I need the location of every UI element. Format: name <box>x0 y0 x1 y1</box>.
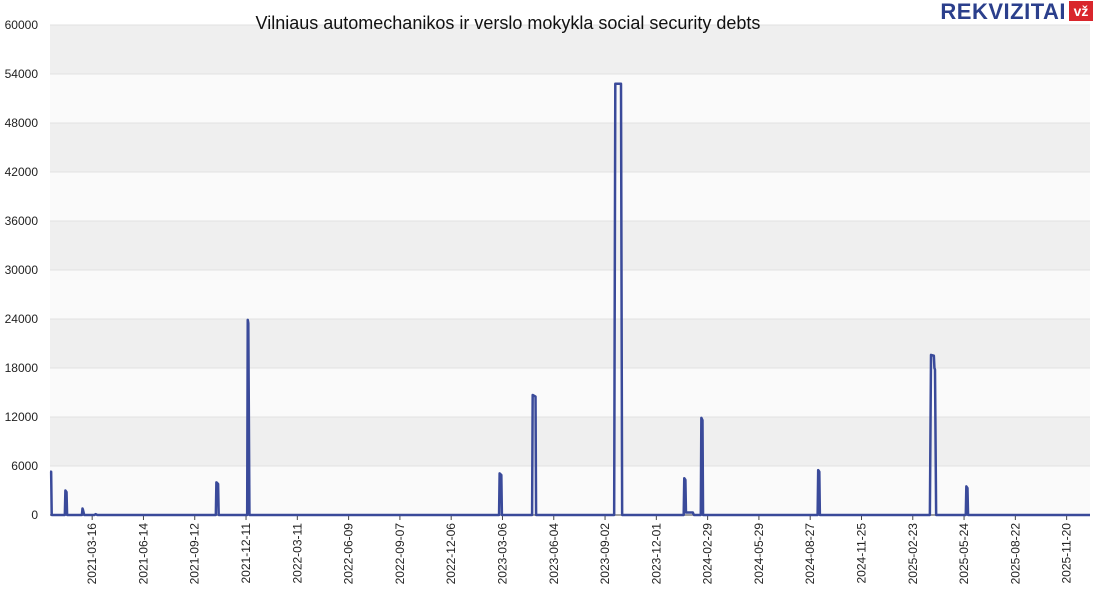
series-layer <box>49 82 1090 517</box>
x-tick-label: 2021-09-12 <box>188 523 202 585</box>
y-tick-label: 0 <box>31 508 38 522</box>
x-tick-label: 2022-06-09 <box>342 523 356 585</box>
x-tick-label: 2024-11-25 <box>854 523 868 584</box>
grid-band <box>50 25 1090 74</box>
grid-band <box>50 172 1090 221</box>
y-tick-label: 36000 <box>5 214 39 228</box>
x-tick-label: 2021-12-11 <box>239 523 253 584</box>
chart-title: Vilniaus automechanikos ir verslo mokykl… <box>256 13 761 33</box>
x-tick-label: 2025-08-22 <box>1008 523 1022 585</box>
series-line <box>49 82 1090 517</box>
grid-band <box>50 466 1090 515</box>
y-tick-label: 6000 <box>11 459 38 473</box>
x-axis-ticks: 2021-03-16 2021-06-14 2021-09-12 2021-12-11… <box>85 515 1074 585</box>
x-tick-label: 2023-09-02 <box>598 523 612 585</box>
x-tick-label: 2021-06-14 <box>136 523 150 585</box>
y-tick-label: 30000 <box>5 263 39 277</box>
x-tick-label: 2024-05-29 <box>752 523 766 585</box>
x-tick-label: 2022-09-07 <box>393 523 407 585</box>
x-tick-label: 2023-03-06 <box>495 523 509 585</box>
y-axis-ticks: 0 6000 12000 18000 24000 30000 36000 42000 48000… <box>5 18 39 522</box>
x-tick-label: 2023-12-01 <box>649 523 663 585</box>
y-tick-label: 48000 <box>5 116 39 130</box>
grid-band <box>50 270 1090 319</box>
x-tick-label: 2025-05-24 <box>957 523 971 585</box>
grid-band <box>50 221 1090 270</box>
x-tick-label: 2024-08-27 <box>803 523 817 585</box>
grid-band <box>50 74 1090 123</box>
grid-band <box>50 123 1090 172</box>
y-tick-label: 54000 <box>5 67 39 81</box>
grid-bands <box>50 25 1090 515</box>
x-tick-label: 2025-02-23 <box>906 523 920 585</box>
y-tick-label: 18000 <box>5 361 39 375</box>
rekvizitai-logo: REKVIZITAI vž <box>940 0 1093 24</box>
y-tick-label: 24000 <box>5 312 39 326</box>
y-tick-label: 12000 <box>5 410 39 424</box>
x-tick-label: 2025-11-20 <box>1060 523 1074 584</box>
y-tick-label: 42000 <box>5 165 39 179</box>
logo-text: REKVIZITAI <box>940 0 1066 24</box>
grid-band <box>50 319 1090 368</box>
logo-badge-text: vž <box>1074 3 1089 19</box>
logo-badge <box>1069 1 1093 21</box>
x-tick-label: 2024-02-29 <box>701 523 715 585</box>
grid-band <box>50 368 1090 417</box>
x-tick-label: 2022-03-11 <box>290 523 304 584</box>
x-tick-label: 2022-12-06 <box>444 523 458 585</box>
y-tick-label: 60000 <box>5 18 39 32</box>
x-tick-label: 2021-03-16 <box>85 523 99 585</box>
grid-band <box>50 417 1090 466</box>
x-tick-label: 2023-06-04 <box>547 523 561 585</box>
